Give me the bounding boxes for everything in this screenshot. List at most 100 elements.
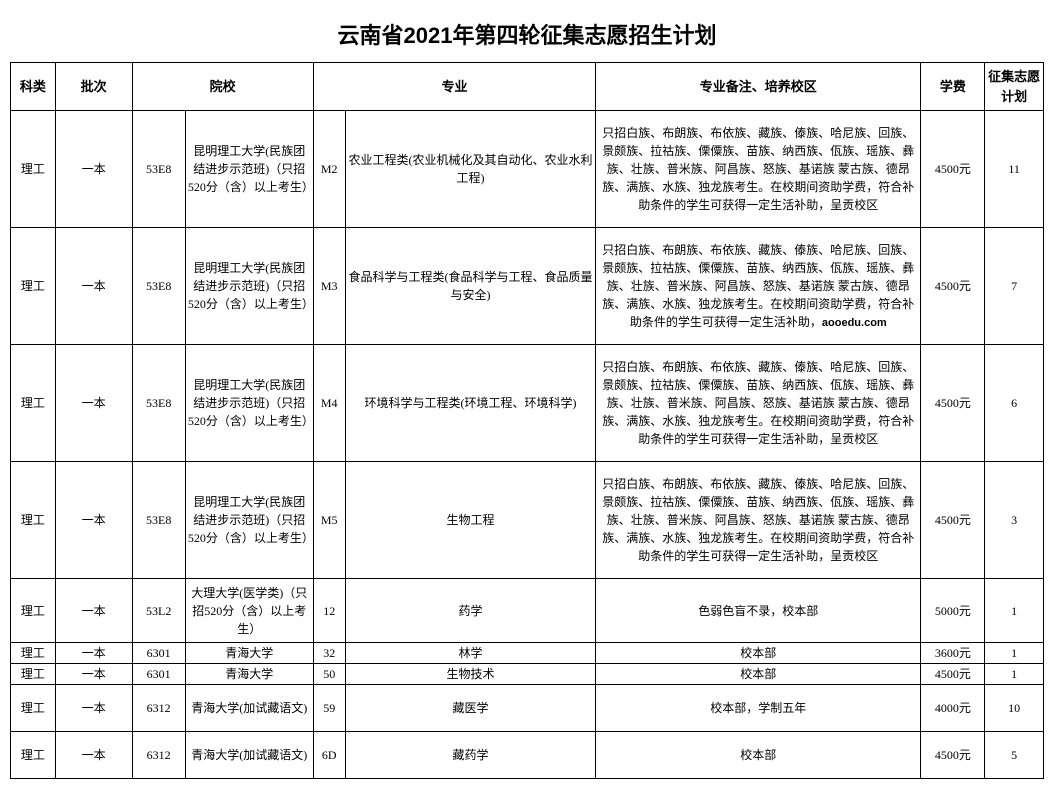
cell-fee: 4500元 [921,228,985,345]
cell-fee: 5000元 [921,579,985,643]
cell-code: 53E8 [132,462,185,579]
cell-category: 理工 [11,732,56,779]
cell-batch: 一本 [55,664,132,685]
cell-batch: 一本 [55,579,132,643]
cell-mcode: M2 [313,111,345,228]
cell-batch: 一本 [55,643,132,664]
table-row: 理工一本53E8昆明理工大学(民族团结进步示范班)（只招520分（含）以上考生）… [11,345,1044,462]
cell-fee: 4500元 [921,732,985,779]
cell-major: 环境科学与工程类(环境工程、环境科学) [345,345,596,462]
cell-category: 理工 [11,685,56,732]
cell-category: 理工 [11,228,56,345]
cell-plan: 5 [985,732,1044,779]
cell-plan: 3 [985,462,1044,579]
cell-school: 昆明理工大学(民族团结进步示范班)（只招520分（含）以上考生） [185,345,313,462]
cell-batch: 一本 [55,345,132,462]
cell-fee: 4500元 [921,345,985,462]
watermark-text: aooedu.com [822,317,887,329]
cell-school: 昆明理工大学(民族团结进步示范班)（只招520分（含）以上考生） [185,228,313,345]
cell-category: 理工 [11,664,56,685]
cell-school: 青海大学(加试藏语文) [185,685,313,732]
cell-batch: 一本 [55,732,132,779]
cell-mcode: 12 [313,579,345,643]
cell-plan: 11 [985,111,1044,228]
table-row: 理工一本53E8昆明理工大学(民族团结进步示范班)（只招520分（含）以上考生）… [11,228,1044,345]
cell-mcode: 6D [313,732,345,779]
cell-category: 理工 [11,579,56,643]
enrollment-table: 科类 批次 院校 专业 专业备注、培养校区 学费 征集志愿计划 理工一本53E8… [10,62,1044,779]
cell-batch: 一本 [55,462,132,579]
cell-major: 农业工程类(农业机械化及其自动化、农业水利工程) [345,111,596,228]
cell-category: 理工 [11,111,56,228]
cell-category: 理工 [11,345,56,462]
cell-remark: 校本部，学制五年 [596,685,921,732]
cell-code: 6312 [132,685,185,732]
cell-major: 药学 [345,579,596,643]
cell-remark: 只招白族、布朗族、布依族、藏族、傣族、哈尼族、回族、景颇族、拉祜族、傈僳族、苗族… [596,111,921,228]
header-fee: 学费 [921,63,985,111]
header-category: 科类 [11,63,56,111]
cell-code: 53E8 [132,111,185,228]
cell-mcode: 32 [313,643,345,664]
cell-category: 理工 [11,462,56,579]
cell-school: 昆明理工大学(民族团结进步示范班)（只招520分（含）以上考生） [185,111,313,228]
cell-code: 53E8 [132,228,185,345]
cell-remark: 只招白族、布朗族、布依族、藏族、傣族、哈尼族、回族、景颇族、拉祜族、傈僳族、苗族… [596,345,921,462]
cell-category: 理工 [11,643,56,664]
cell-fee: 4500元 [921,462,985,579]
cell-major: 林学 [345,643,596,664]
cell-school: 大理大学(医学类)（只招520分（含）以上考生） [185,579,313,643]
cell-mcode: M4 [313,345,345,462]
cell-batch: 一本 [55,685,132,732]
cell-major: 生物工程 [345,462,596,579]
cell-mcode: 59 [313,685,345,732]
table-row: 理工一本53E8昆明理工大学(民族团结进步示范班)（只招520分（含）以上考生）… [11,462,1044,579]
cell-batch: 一本 [55,228,132,345]
cell-major: 食品科学与工程类(食品科学与工程、食品质量与安全) [345,228,596,345]
cell-mcode: M3 [313,228,345,345]
cell-remark: 色弱色盲不录，校本部 [596,579,921,643]
page-title: 云南省2021年第四轮征集志愿招生计划 [10,18,1044,50]
cell-plan: 10 [985,685,1044,732]
cell-plan: 6 [985,345,1044,462]
cell-mcode: 50 [313,664,345,685]
cell-plan: 1 [985,643,1044,664]
cell-mcode: M5 [313,462,345,579]
cell-major: 生物技术 [345,664,596,685]
cell-school: 青海大学 [185,664,313,685]
cell-code: 6301 [132,664,185,685]
cell-school: 青海大学 [185,643,313,664]
header-school: 院校 [132,63,313,111]
cell-fee: 4500元 [921,664,985,685]
cell-code: 53E8 [132,345,185,462]
cell-remark: 校本部 [596,664,921,685]
cell-school: 昆明理工大学(民族团结进步示范班)（只招520分（含）以上考生） [185,462,313,579]
table-row: 理工一本53E8昆明理工大学(民族团结进步示范班)（只招520分（含）以上考生）… [11,111,1044,228]
cell-remark: 只招白族、布朗族、布依族、藏族、傣族、哈尼族、回族、景颇族、拉祜族、傈僳族、苗族… [596,462,921,579]
cell-code: 53L2 [132,579,185,643]
cell-fee: 4000元 [921,685,985,732]
cell-code: 6301 [132,643,185,664]
cell-plan: 7 [985,228,1044,345]
table-header-row: 科类 批次 院校 专业 专业备注、培养校区 学费 征集志愿计划 [11,63,1044,111]
cell-code: 6312 [132,732,185,779]
header-batch: 批次 [55,63,132,111]
cell-plan: 1 [985,579,1044,643]
header-plan: 征集志愿计划 [985,63,1044,111]
cell-remark: 校本部 [596,643,921,664]
table-row: 理工一本6312青海大学(加试藏语文)6D藏药学校本部4500元5 [11,732,1044,779]
header-remark: 专业备注、培养校区 [596,63,921,111]
table-row: 理工一本6301青海大学50生物技术校本部4500元1 [11,664,1044,685]
cell-major: 藏医学 [345,685,596,732]
header-major: 专业 [313,63,595,111]
cell-major: 藏药学 [345,732,596,779]
table-row: 理工一本6312青海大学(加试藏语文)59藏医学校本部，学制五年4000元10 [11,685,1044,732]
cell-remark: 校本部 [596,732,921,779]
cell-plan: 1 [985,664,1044,685]
cell-remark: 只招白族、布朗族、布依族、藏族、傣族、哈尼族、回族、景颇族、拉祜族、傈僳族、苗族… [596,228,921,345]
cell-school: 青海大学(加试藏语文) [185,732,313,779]
table-row: 理工一本53L2大理大学(医学类)（只招520分（含）以上考生）12药学色弱色盲… [11,579,1044,643]
cell-fee: 4500元 [921,111,985,228]
table-row: 理工一本6301青海大学32林学校本部3600元1 [11,643,1044,664]
cell-fee: 3600元 [921,643,985,664]
